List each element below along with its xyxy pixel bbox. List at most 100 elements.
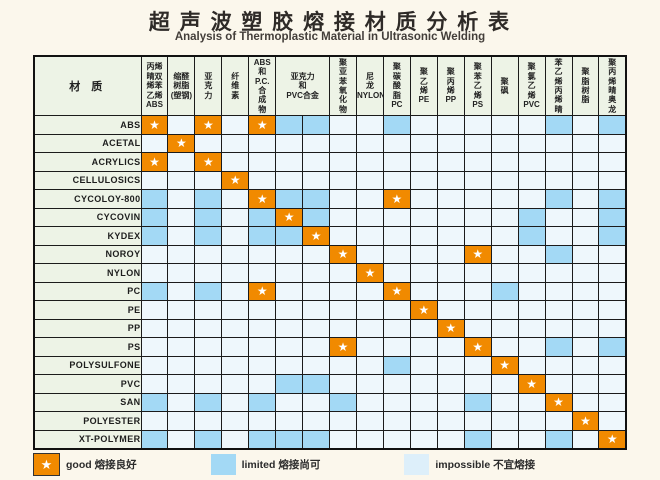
matrix-cell: [248, 374, 277, 394]
table-row: CYCOVIN ★: [33, 207, 627, 227]
matrix-cell: [490, 300, 519, 320]
matrix-cell: [436, 263, 465, 283]
matrix-cell: [167, 411, 196, 431]
matrix-cell: [463, 429, 492, 449]
table-row: KYDEX ★: [33, 226, 627, 246]
matrix-cell: [275, 281, 304, 301]
matrix-cell: [571, 133, 600, 153]
matrix-cell: [490, 244, 519, 264]
matrix-cell: [598, 392, 627, 412]
matrix-cell: [436, 170, 465, 190]
matrix-cell: [221, 152, 250, 172]
matrix-cell: [221, 281, 250, 301]
matrix-cell: [356, 429, 384, 449]
matrix-cell: [221, 226, 250, 246]
legend-label-good: good 熔接良好: [66, 458, 137, 471]
matrix-cell: [329, 226, 357, 246]
matrix-cell: [436, 392, 465, 412]
matrix-cell: [167, 115, 196, 135]
matrix-cell: [598, 207, 627, 227]
matrix-cell: [544, 115, 573, 135]
matrix-cell: [329, 355, 357, 375]
matrix-cell: [544, 318, 573, 338]
matrix-cell: [409, 170, 438, 190]
matrix-cell: [436, 355, 465, 375]
matrix-cell: ★: [463, 244, 492, 264]
matrix-cell: [194, 226, 223, 246]
matrix-cell: [248, 226, 277, 246]
matrix-cell: [329, 411, 357, 431]
matrix-cell: [194, 170, 223, 190]
matrix-cell: [598, 374, 627, 394]
matrix-cell: [436, 281, 465, 301]
matrix-cell: [221, 300, 250, 320]
matrix-cell: [463, 226, 492, 246]
matrix-cell: [329, 318, 357, 338]
matrix-cell: [409, 263, 438, 283]
page-subtitle: Analysis of Thermoplastic Material in Ul…: [174, 31, 486, 43]
matrix-cell: [409, 337, 438, 357]
matrix-cell: [221, 189, 250, 209]
corner-label: 材 质: [33, 55, 142, 116]
matrix-cell: ★: [409, 300, 438, 320]
matrix-cell: [382, 226, 411, 246]
matrix-cell: [140, 263, 169, 283]
matrix-cell: [302, 355, 331, 375]
matrix-cell: [436, 244, 465, 264]
matrix-cell: [490, 170, 519, 190]
matrix-cell: [490, 337, 519, 357]
matrix-cell: [167, 152, 196, 172]
matrix-cell: [140, 226, 169, 246]
table-row: POLYESTER ★: [33, 411, 627, 431]
matrix-cell: [544, 152, 573, 172]
matrix-cell: [221, 337, 250, 357]
matrix-cell: [571, 263, 600, 283]
matrix-cell: [221, 355, 250, 375]
matrix-cell: [490, 411, 519, 431]
table-row: CELLULOSICS ★: [33, 170, 627, 190]
matrix-cell: [302, 374, 331, 394]
good-star-swatch-icon: ★: [33, 452, 60, 476]
matrix-cell: [248, 392, 277, 412]
matrix-cell: [194, 355, 223, 375]
legend-item-limited: limited 熔接尚可: [210, 453, 320, 475]
matrix-cell: [598, 355, 627, 375]
matrix-cell: [409, 226, 438, 246]
legend-item-impossible: impossible 不宜熔接: [404, 453, 535, 475]
matrix-cell: [598, 189, 627, 209]
matrix-cell: [275, 392, 304, 412]
matrix-cell: [544, 244, 573, 264]
matrix-cell: [571, 170, 600, 190]
matrix-cell: [302, 115, 331, 135]
matrix-cell: [167, 337, 196, 357]
matrix-cell: [409, 152, 438, 172]
matrix-cell: [167, 170, 196, 190]
matrix-cell: [248, 300, 277, 320]
matrix-cell: [167, 318, 196, 338]
matrix-cell: [302, 244, 331, 264]
material-row-label: NYLON: [33, 263, 142, 283]
matrix-cell: [598, 170, 627, 190]
matrix-cell: ★: [194, 115, 223, 135]
matrix-cell: [490, 263, 519, 283]
matrix-cell: [382, 355, 411, 375]
column-header-5: 亚克力 和 PVC合金: [275, 55, 331, 116]
matrix-cell: [302, 318, 331, 338]
matrix-cell: [544, 374, 573, 394]
matrix-cell: [571, 374, 600, 394]
matrix-cell: [140, 392, 169, 412]
matrix-cell: [140, 374, 169, 394]
matrix-cell: [248, 355, 277, 375]
table-row: XT-POLYMER ★: [33, 429, 627, 449]
matrix-cell: [275, 115, 304, 135]
matrix-cell: [544, 355, 573, 375]
matrix-cell: [356, 115, 384, 135]
matrix-cell: [302, 189, 331, 209]
material-row-label: CYCOLOY-800: [33, 189, 142, 209]
table-row: NOROY ★ ★: [33, 244, 627, 264]
matrix-cell: [248, 337, 277, 357]
matrix-cell: [140, 429, 169, 449]
matrix-cell: ★: [248, 189, 277, 209]
matrix-cell: [517, 429, 546, 449]
